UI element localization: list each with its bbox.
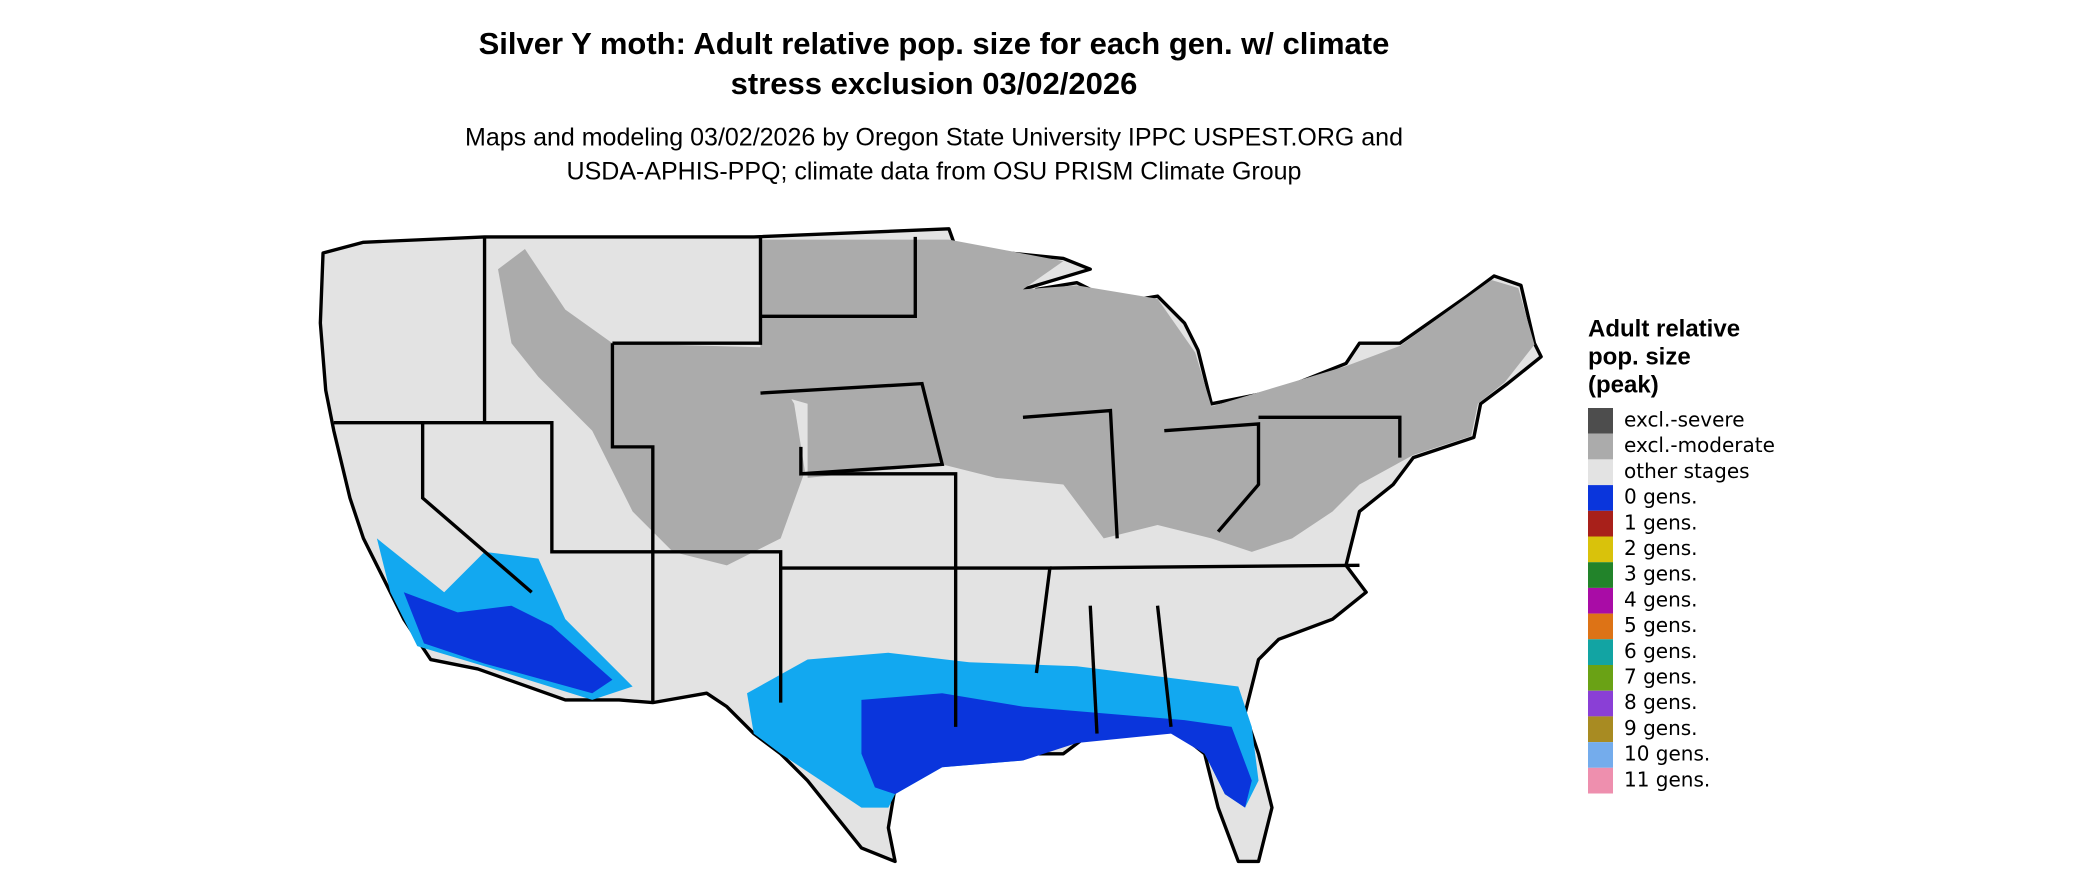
border bbox=[1022, 408, 1119, 539]
legend-label: 6 gens. bbox=[1624, 639, 1698, 663]
border bbox=[1164, 422, 1261, 533]
border bbox=[610, 343, 783, 703]
zero-gens-dark bbox=[861, 693, 1252, 808]
border bbox=[1088, 605, 1099, 734]
border bbox=[760, 236, 917, 318]
legend-swatch bbox=[1588, 742, 1613, 768]
legend-label: 5 gens. bbox=[1624, 613, 1698, 637]
us-map bbox=[318, 227, 1543, 864]
legend-swatch bbox=[1588, 433, 1613, 460]
border bbox=[760, 381, 945, 476]
legend-swatch bbox=[1588, 716, 1613, 743]
legend-label: 7 gens. bbox=[1624, 665, 1698, 689]
legend-label: 1 gens. bbox=[1624, 510, 1698, 534]
legend-title: pop. size bbox=[1588, 343, 1691, 370]
legend-label: other stages bbox=[1624, 459, 1750, 483]
legend-swatch bbox=[1588, 459, 1613, 486]
legend-label: 8 gens. bbox=[1624, 690, 1698, 714]
legend-swatch bbox=[1588, 690, 1613, 717]
legend-label: 3 gens. bbox=[1624, 562, 1698, 586]
border bbox=[612, 236, 763, 345]
legend-label: excl.-moderate bbox=[1624, 433, 1775, 457]
border bbox=[800, 472, 1052, 674]
legend-swatch bbox=[1588, 408, 1613, 434]
zero-gens-west-dark bbox=[403, 592, 613, 694]
border bbox=[1155, 605, 1173, 728]
legend-label: 0 gens. bbox=[1624, 485, 1698, 509]
border bbox=[1258, 415, 1402, 458]
subtitle-line: Maps and modeling 03/02/2026 by Oregon S… bbox=[465, 124, 1403, 152]
title-line: Silver Y moth: Adult relative pop. size … bbox=[479, 26, 1390, 61]
state-borders bbox=[333, 236, 1402, 734]
legend-label: 11 gens. bbox=[1624, 767, 1710, 791]
legend-swatch bbox=[1588, 767, 1613, 794]
border bbox=[333, 420, 655, 703]
legend-swatch bbox=[1588, 562, 1613, 588]
legend-title: (peak) bbox=[1588, 371, 1659, 398]
legend-swatch bbox=[1588, 613, 1613, 640]
title-line: stress exclusion 03/02/2026 bbox=[731, 66, 1138, 101]
legend-label: 2 gens. bbox=[1624, 536, 1698, 560]
legend-title: Adult relative bbox=[1588, 315, 1740, 342]
legend-swatch bbox=[1588, 536, 1613, 563]
legend-swatch bbox=[1588, 485, 1613, 511]
exclusion-moderate-area bbox=[760, 239, 1535, 552]
legend-swatch bbox=[1588, 639, 1613, 665]
legend-label: 10 gens. bbox=[1624, 742, 1710, 766]
legend-swatch bbox=[1588, 587, 1613, 614]
exclusion-moderate-mountains bbox=[498, 249, 805, 566]
border bbox=[420, 422, 533, 594]
legend-label: 4 gens. bbox=[1624, 587, 1698, 611]
legend-label: 9 gens. bbox=[1624, 716, 1698, 740]
legend-swatch bbox=[1588, 665, 1613, 691]
legend-swatch bbox=[1588, 510, 1613, 537]
header: Silver Y moth: Adult relative pop. size … bbox=[465, 26, 1403, 185]
border bbox=[1049, 563, 1360, 570]
legend-label: excl.-severe bbox=[1624, 408, 1745, 432]
subtitle-line: USDA-APHIS-PPQ; climate data from OSU PR… bbox=[567, 158, 1302, 186]
